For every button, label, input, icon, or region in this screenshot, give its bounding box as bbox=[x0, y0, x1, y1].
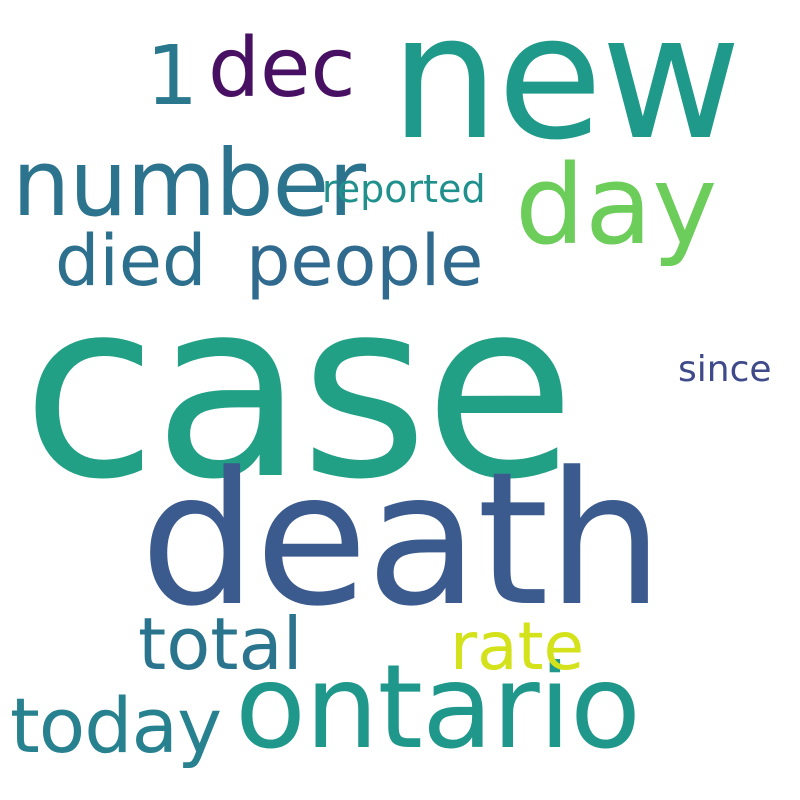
word-since: since bbox=[678, 349, 772, 390]
word-number: number bbox=[12, 130, 366, 237]
word-day: day bbox=[515, 141, 718, 269]
word-death: death bbox=[140, 433, 664, 647]
word-case: case bbox=[22, 248, 576, 534]
word-total: total bbox=[138, 602, 303, 686]
word-ontario: ontario bbox=[235, 640, 641, 775]
word-rate: rate bbox=[450, 608, 585, 685]
word-1: 1 bbox=[146, 29, 199, 124]
word-reported: reported bbox=[322, 167, 486, 211]
word-people: people bbox=[246, 220, 484, 302]
word-new: new bbox=[390, 0, 742, 178]
word-dec: dec bbox=[208, 21, 356, 116]
word-today: today bbox=[10, 681, 222, 770]
word-died: died bbox=[55, 220, 207, 302]
